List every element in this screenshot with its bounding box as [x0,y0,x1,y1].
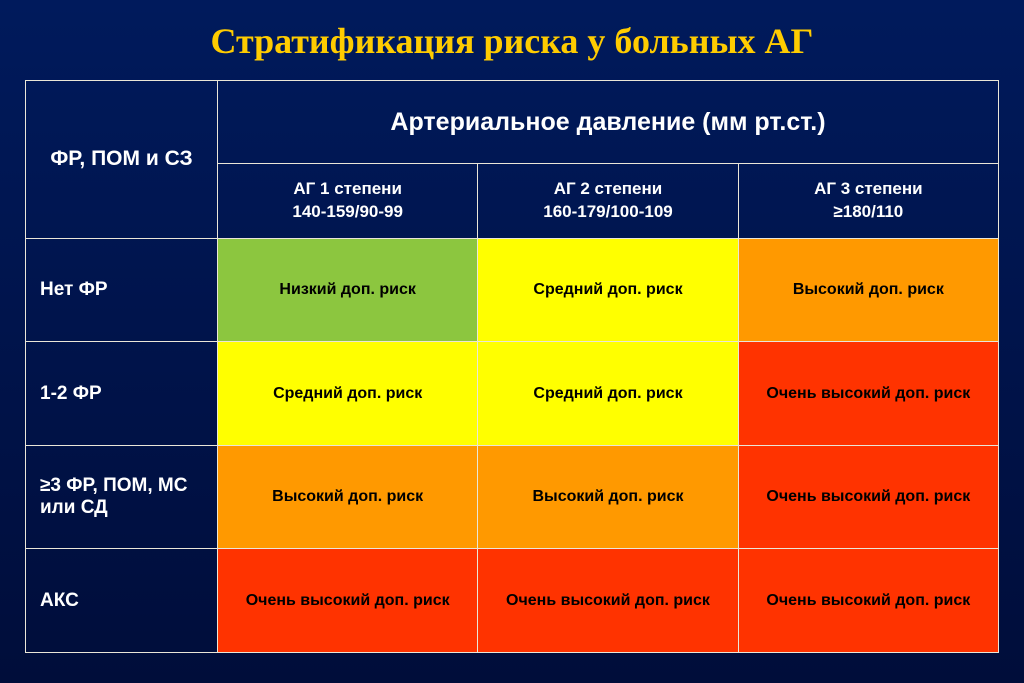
table-row: ≥3 ФР, ПОМ, МС или СДВысокий доп. рискВы… [26,445,999,549]
column-header-1: АГ 2 степени160-179/100-109 [478,164,738,238]
risk-cell-3-1: Очень высокий доп. риск [478,549,738,653]
risk-cell-3-2: Очень высокий доп. риск [738,549,998,653]
risk-cell-2-0: Высокий доп. риск [218,445,478,549]
column-header-line2: 140-159/90-99 [224,201,471,224]
column-header-2: АГ 3 степени≥180/110 [738,164,998,238]
risk-table: ФР, ПОМ и СЗ Артериальное давление (мм р… [25,80,999,653]
header-row-1: ФР, ПОМ и СЗ Артериальное давление (мм р… [26,81,999,164]
risk-cell-1-2: Очень высокий доп. риск [738,342,998,446]
column-header-line1: АГ 1 степени [224,178,471,201]
column-header-line2: 160-179/100-109 [484,201,731,224]
row-label-0: Нет ФР [26,238,218,342]
row-label-2: ≥3 ФР, ПОМ, МС или СД [26,445,218,549]
risk-cell-2-2: Очень высокий доп. риск [738,445,998,549]
risk-cell-0-1: Средний доп. риск [478,238,738,342]
risk-cell-1-0: Средний доп. риск [218,342,478,446]
risk-cell-0-2: Высокий доп. риск [738,238,998,342]
row-label-3: АКС [26,549,218,653]
risk-cell-1-1: Средний доп. риск [478,342,738,446]
top-header: Артериальное давление (мм рт.ст.) [218,81,999,164]
slide: Стратификация риска у больных АГ ФР, ПОМ… [0,0,1024,683]
slide-title: Стратификация риска у больных АГ [25,20,999,62]
row-label-1: 1-2 ФР [26,342,218,446]
table-row: АКСОчень высокий доп. рискОчень высокий … [26,549,999,653]
column-header-line1: АГ 2 степени [484,178,731,201]
corner-header: ФР, ПОМ и СЗ [26,81,218,239]
column-header-0: АГ 1 степени140-159/90-99 [218,164,478,238]
table-row: 1-2 ФРСредний доп. рискСредний доп. риск… [26,342,999,446]
risk-cell-2-1: Высокий доп. риск [478,445,738,549]
column-header-line1: АГ 3 степени [745,178,992,201]
column-header-line2: ≥180/110 [745,201,992,224]
risk-cell-0-0: Низкий доп. риск [218,238,478,342]
risk-cell-3-0: Очень высокий доп. риск [218,549,478,653]
table-row: Нет ФРНизкий доп. рискСредний доп. рискВ… [26,238,999,342]
